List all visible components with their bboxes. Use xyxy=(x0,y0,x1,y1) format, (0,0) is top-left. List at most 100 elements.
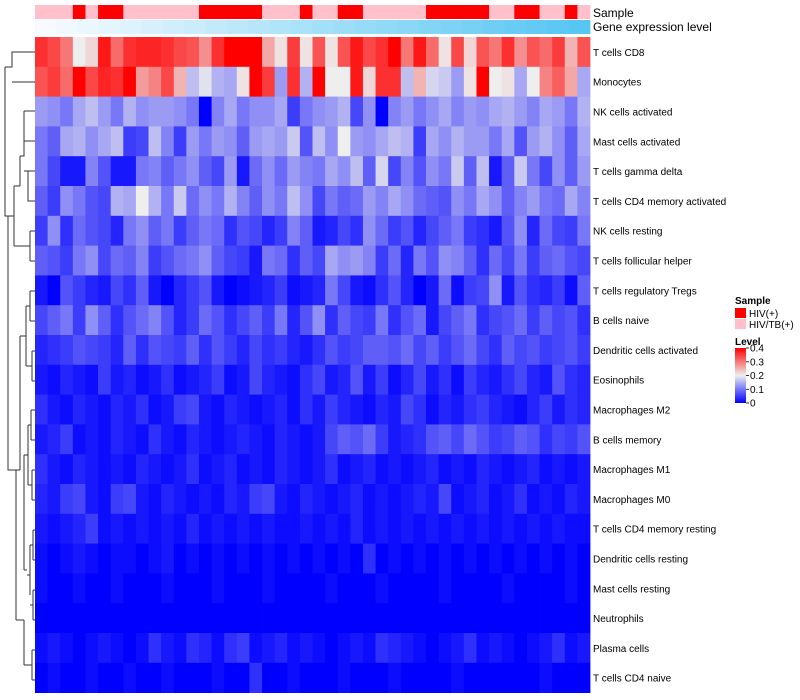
heatmap-cell xyxy=(400,543,414,574)
sample-annotation-cell xyxy=(325,5,339,19)
heatmap-cell xyxy=(186,633,200,664)
heatmap-cell xyxy=(173,633,187,664)
heatmap-cell xyxy=(262,96,276,127)
heatmap-cell xyxy=(186,484,200,515)
heatmap-cell xyxy=(564,66,578,97)
heatmap-cell xyxy=(413,364,427,395)
heatmap-cell xyxy=(337,305,351,336)
heatmap-cell xyxy=(501,126,515,157)
legend-swatch-hivtb xyxy=(735,319,746,329)
heatmap-cell xyxy=(476,364,490,395)
heatmap-cell xyxy=(98,96,112,127)
heatmap-cell xyxy=(413,126,427,157)
heatmap-cell xyxy=(375,305,389,336)
heatmap-cell xyxy=(262,186,276,217)
heatmap-cell xyxy=(577,305,591,336)
heatmap-cell xyxy=(337,156,351,187)
heatmap-cell xyxy=(564,513,578,544)
heatmap-cell xyxy=(287,305,301,336)
heatmap-cell xyxy=(274,96,288,127)
heatmap-cell xyxy=(526,305,540,336)
sample-annotation-cell xyxy=(249,5,263,19)
heatmap-cell xyxy=(400,66,414,97)
heatmap-cell xyxy=(325,454,339,485)
heatmap-cell xyxy=(211,66,225,97)
heatmap-cell xyxy=(312,96,326,127)
heatmap-cell xyxy=(312,66,326,97)
heatmap-cell xyxy=(135,394,149,425)
heatmap-cell xyxy=(110,66,124,97)
heatmap-cell xyxy=(236,215,250,246)
heatmap-cell xyxy=(85,305,99,336)
heatmap-cell xyxy=(375,364,389,395)
heatmap-cell xyxy=(198,633,212,664)
heatmap-cell xyxy=(173,364,187,395)
heatmap-cell xyxy=(47,156,61,187)
heatmap-cell xyxy=(224,215,238,246)
dendrogram-branch xyxy=(7,216,22,471)
heatmap-cell xyxy=(564,37,578,68)
heatmap-cell xyxy=(236,633,250,664)
heatmap-cell xyxy=(262,543,276,574)
heatmap-cell xyxy=(135,573,149,604)
heatmap-cell xyxy=(375,96,389,127)
heatmap-cell xyxy=(274,424,288,455)
heatmap-cell xyxy=(135,454,149,485)
heatmap-cell xyxy=(476,96,490,127)
heatmap-cell xyxy=(501,573,515,604)
heatmap-cell xyxy=(72,513,86,544)
heatmap-cell xyxy=(110,603,124,634)
heatmap-cell xyxy=(413,394,427,425)
heatmap-cell xyxy=(526,543,540,574)
heatmap-cell xyxy=(476,484,490,515)
heatmap-cell xyxy=(135,335,149,366)
heatmap-cell xyxy=(47,573,61,604)
heatmap-cell xyxy=(362,633,376,664)
heatmap-cell xyxy=(186,603,200,634)
heatmap-cell xyxy=(287,454,301,485)
heatmap-cell xyxy=(148,573,162,604)
heatmap-cell xyxy=(451,305,465,336)
heatmap-cell xyxy=(287,96,301,127)
row-label: Dendritic cells resting xyxy=(593,555,688,566)
row-label: T cells regulatory Tregs xyxy=(593,286,697,297)
heatmap-cell xyxy=(577,66,591,97)
heatmap-cell xyxy=(451,543,465,574)
heatmap-cell xyxy=(463,484,477,515)
heatmap-cell xyxy=(337,662,351,693)
heatmap-cell xyxy=(400,245,414,276)
heatmap-cell xyxy=(262,245,276,276)
heatmap-cell xyxy=(274,484,288,515)
heatmap-cell xyxy=(198,305,212,336)
heatmap-cell xyxy=(312,394,326,425)
heatmap-cell xyxy=(161,484,175,515)
expression-annotation-cell xyxy=(355,20,377,34)
heatmap-cell xyxy=(148,37,162,68)
heatmap-cell xyxy=(287,513,301,544)
row-dendrogram xyxy=(4,51,35,681)
heatmap-cell xyxy=(287,215,301,246)
heatmap-cell xyxy=(123,37,137,68)
heatmap-cell xyxy=(98,126,112,157)
heatmap-cell xyxy=(35,215,49,246)
heatmap-cell xyxy=(350,364,364,395)
heatmap-cell xyxy=(451,573,465,604)
row-label: T cells CD4 naive xyxy=(593,674,672,685)
heatmap-cell xyxy=(211,156,225,187)
heatmap-cell xyxy=(526,424,540,455)
heatmap-cell xyxy=(186,156,200,187)
heatmap-cell xyxy=(489,394,503,425)
heatmap-cell xyxy=(173,156,187,187)
heatmap-cell xyxy=(186,573,200,604)
heatmap-cell xyxy=(72,126,86,157)
heatmap-cell xyxy=(426,364,440,395)
heatmap-cell xyxy=(501,543,515,574)
heatmap-cell xyxy=(577,394,591,425)
heatmap-cell xyxy=(400,156,414,187)
heatmap-cell xyxy=(577,245,591,276)
heatmap-cell xyxy=(501,156,515,187)
annotation-label-expression: Gene expression level xyxy=(593,20,712,34)
heatmap-cell xyxy=(375,245,389,276)
heatmap-cell xyxy=(413,245,427,276)
heatmap-cell xyxy=(526,275,540,306)
